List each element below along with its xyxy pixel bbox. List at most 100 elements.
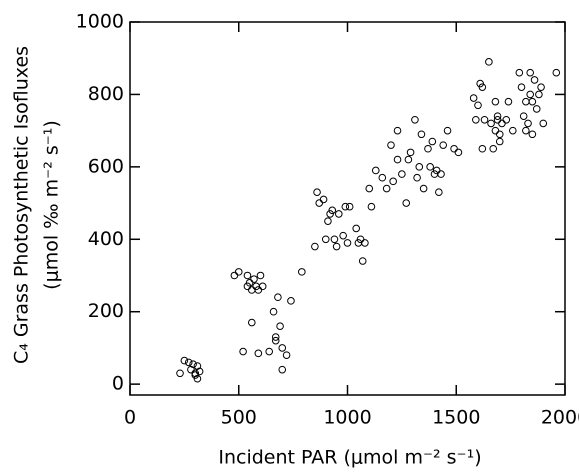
- data-point: [321, 235, 330, 244]
- data-point: [493, 112, 502, 120]
- data-point: [358, 257, 367, 265]
- data-point: [502, 115, 511, 124]
- data-point: [517, 83, 526, 91]
- data-point: [404, 155, 413, 164]
- data-point: [382, 184, 391, 193]
- data-point: [324, 217, 332, 225]
- data-point: [552, 68, 561, 77]
- data-point: [474, 101, 482, 110]
- y-tick-label: 800: [88, 83, 124, 105]
- data-point: [389, 177, 397, 186]
- data-point: [298, 268, 306, 276]
- data-point: [393, 126, 402, 135]
- data-point: [524, 119, 532, 128]
- data-point: [509, 126, 517, 135]
- data-point: [361, 239, 369, 247]
- data-point: [415, 163, 424, 171]
- data-point: [485, 58, 493, 66]
- data-point: [424, 144, 432, 153]
- data-point: [335, 210, 343, 218]
- data-point: [472, 115, 480, 124]
- data-point: [426, 163, 434, 171]
- y-tick-label: 600: [88, 155, 124, 177]
- data-point: [367, 202, 376, 211]
- data-point: [371, 166, 380, 175]
- y-axis-title: C₄ Grass Photosynthetic Isofluxes: [11, 46, 33, 364]
- data-point: [328, 206, 337, 215]
- data-point: [265, 347, 274, 356]
- data-point: [313, 188, 321, 197]
- data-point: [528, 130, 537, 139]
- data-point: [419, 184, 428, 193]
- data-point: [495, 130, 504, 139]
- data-point: [248, 286, 256, 294]
- data-point: [341, 202, 350, 211]
- data-point: [515, 68, 524, 77]
- data-point: [184, 358, 193, 367]
- data-point: [287, 297, 295, 305]
- data-point: [526, 68, 535, 77]
- data-point: [478, 144, 487, 153]
- data-point: [526, 90, 535, 99]
- data-point: [271, 336, 280, 345]
- y-tick-label: 1000: [76, 11, 124, 33]
- y-tick-label: 400: [88, 228, 124, 250]
- x-axis-title: Incident PAR (μmol m⁻² s⁻¹): [218, 447, 481, 469]
- data-point: [254, 349, 263, 358]
- data-point: [478, 83, 487, 91]
- y-axis-title: (μmol ‰ m⁻² s⁻¹): [41, 120, 63, 290]
- data-point: [315, 199, 324, 207]
- data-point: [491, 126, 500, 135]
- data-point: [480, 115, 489, 124]
- x-tick-label: 1000: [323, 407, 371, 429]
- data-point: [402, 199, 411, 207]
- data-point: [250, 275, 258, 283]
- data-point: [258, 282, 267, 291]
- data-point: [417, 130, 426, 139]
- data-point: [443, 126, 452, 135]
- data-point: [535, 90, 543, 99]
- data-point: [239, 347, 247, 356]
- data-point: [176, 369, 184, 378]
- data-point: [539, 119, 548, 128]
- data-point: [311, 242, 319, 251]
- data-point: [189, 360, 197, 369]
- data-point: [495, 137, 504, 146]
- data-point: [248, 318, 256, 327]
- data-point: [522, 126, 530, 135]
- y-tick-label: 0: [112, 373, 124, 395]
- data-point: [330, 235, 339, 244]
- data-point: [406, 148, 415, 157]
- data-point: [491, 97, 500, 106]
- data-point: [398, 170, 406, 178]
- data-point: [282, 351, 291, 359]
- y-tick-label: 200: [88, 300, 124, 322]
- data-point: [413, 173, 421, 182]
- data-point: [319, 195, 328, 204]
- data-point: [352, 224, 361, 233]
- data-point: [345, 202, 354, 211]
- data-point: [439, 141, 448, 149]
- data-point: [469, 94, 478, 102]
- data-point: [271, 333, 280, 341]
- data-point: [498, 119, 506, 128]
- data-point: [450, 144, 458, 153]
- data-point: [193, 362, 202, 370]
- data-point: [332, 242, 341, 251]
- data-point: [256, 271, 265, 280]
- data-point: [387, 141, 395, 149]
- data-point: [180, 356, 189, 365]
- data-point: [230, 271, 239, 280]
- data-point: [274, 293, 282, 302]
- data-point: [278, 344, 287, 352]
- x-tick-label: 0: [124, 407, 136, 429]
- data-point: [435, 188, 443, 197]
- data-point: [489, 144, 498, 153]
- data-point: [428, 137, 437, 146]
- data-point: [243, 271, 252, 280]
- x-tick-label: 1500: [432, 407, 480, 429]
- data-point: [504, 97, 513, 106]
- data-point: [411, 115, 419, 124]
